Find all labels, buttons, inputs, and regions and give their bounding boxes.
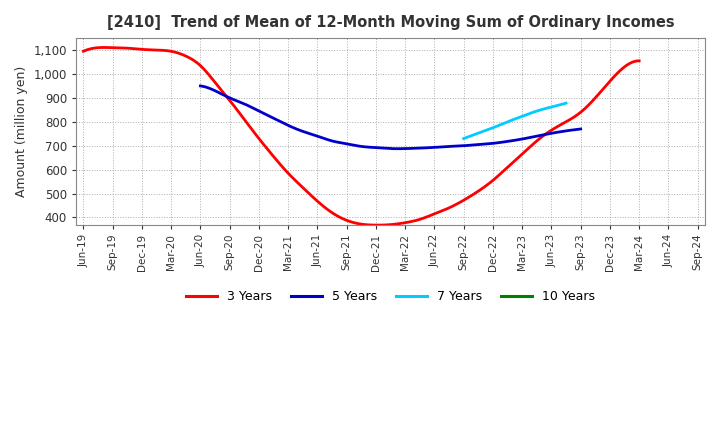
Y-axis label: Amount (million yen): Amount (million yen) [15, 66, 28, 197]
Title: [2410]  Trend of Mean of 12-Month Moving Sum of Ordinary Incomes: [2410] Trend of Mean of 12-Month Moving … [107, 15, 675, 30]
Legend: 3 Years, 5 Years, 7 Years, 10 Years: 3 Years, 5 Years, 7 Years, 10 Years [181, 285, 600, 308]
